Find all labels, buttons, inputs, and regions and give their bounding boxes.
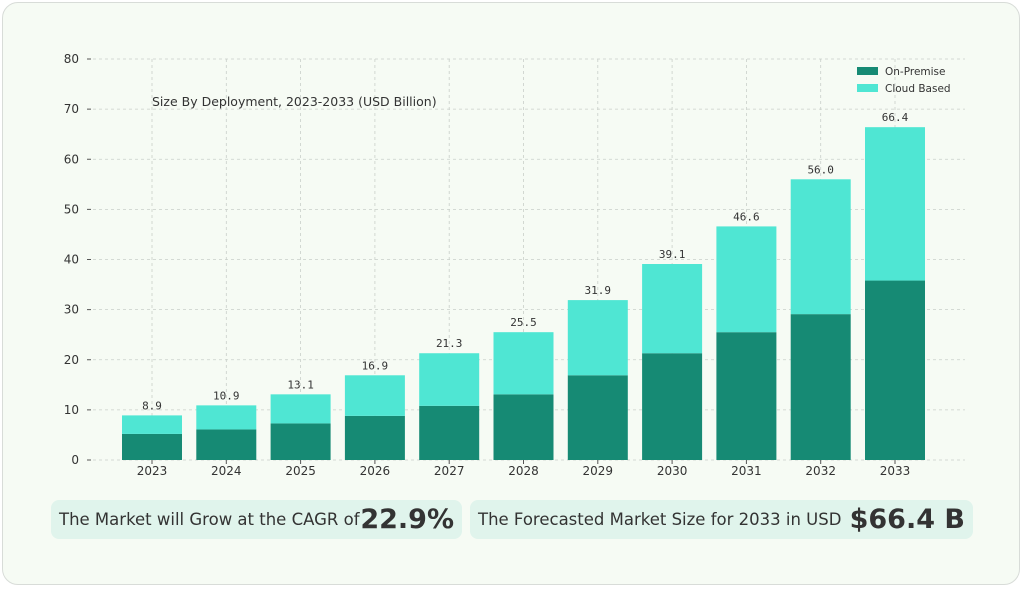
forecast-value: $66.4 B (849, 504, 965, 535)
cagr-highlight: The Market will Grow at the CAGR of 22.9… (51, 500, 462, 539)
bar-cloud-based (865, 127, 925, 281)
forecast-label: The Forecasted Market Size for 2033 in U… (478, 510, 842, 529)
bar-cloud-based (716, 226, 777, 333)
bars: 8.9 10.9 13.1 16.9 21.3 25.5 31.9 39.1 46.6 56.0 6… (122, 111, 925, 460)
x-tick-label: 2033 (880, 464, 911, 478)
bar-total-label: 8.9 (142, 399, 162, 412)
bar-on-premise (344, 415, 405, 460)
bar-total-label: 39.1 (659, 248, 686, 261)
bar-total-label: 21.3 (436, 337, 463, 350)
bar-on-premise (865, 280, 925, 460)
x-tick-label: 2023 (137, 464, 168, 478)
bar-on-premise (419, 405, 480, 460)
bar-cloud-based (196, 405, 257, 430)
x-tick-label: 2029 (583, 464, 614, 478)
bar-cloud-based (122, 415, 182, 434)
bar-cloud-based (270, 394, 331, 424)
bar-total-label: 56.0 (807, 163, 834, 176)
x-tick-label: 2026 (360, 464, 391, 478)
x-tick-label: 2032 (805, 464, 836, 478)
x-tick-label: 2024 (211, 464, 242, 478)
bar-on-premise (196, 429, 257, 460)
y-tick-label: 80 (64, 52, 79, 66)
legend: On-Premise Cloud Based (857, 66, 951, 95)
bar-total-label: 25.5 (510, 316, 537, 329)
y-axis: 0 10 20 30 40 50 60 70 80 (64, 52, 91, 467)
bar-total-label: 16.9 (362, 359, 389, 372)
y-tick-label: 40 (64, 253, 79, 267)
legend-label: Cloud Based (885, 83, 951, 95)
y-tick-label: 50 (64, 202, 79, 216)
bar-total-label: 13.1 (287, 378, 314, 391)
legend-swatch (857, 84, 878, 92)
cagr-label: The Market will Grow at the CAGR of (59, 510, 360, 529)
bar-total-label: 10.9 (213, 389, 240, 402)
y-tick-label: 60 (64, 152, 79, 166)
bar-on-premise (716, 332, 777, 460)
x-axis: 2023 2024 2025 2026 2027 2028 2029 2030 2031 2032… (137, 460, 911, 478)
bar-on-premise (270, 423, 331, 460)
x-tick-label: 2027 (434, 464, 465, 478)
bar-on-premise (567, 375, 628, 460)
y-tick-label: 10 (64, 403, 79, 417)
bar-cloud-based (790, 179, 851, 315)
bar-on-premise (122, 433, 182, 460)
y-tick-label: 70 (64, 102, 79, 116)
y-tick-label: 20 (64, 353, 79, 367)
bar-on-premise (642, 353, 703, 460)
legend-label: On-Premise (885, 66, 945, 78)
y-tick-label: 30 (64, 303, 79, 317)
bar-cloud-based (493, 332, 554, 395)
x-tick-label: 2031 (731, 464, 762, 478)
x-tick-label: 2030 (657, 464, 688, 478)
bar-on-premise (790, 314, 851, 460)
x-tick-label: 2028 (508, 464, 539, 478)
bar-on-premise (493, 394, 554, 460)
bar-cloud-based (567, 300, 628, 376)
legend-swatch (857, 67, 878, 75)
bar-total-label: 46.6 (733, 210, 760, 223)
bar-total-label: 31.9 (585, 284, 612, 297)
forecast-highlight: The Forecasted Market Size for 2033 in U… (470, 500, 973, 539)
bar-total-label: 66.4 (882, 111, 909, 124)
y-tick-label: 0 (71, 453, 79, 467)
bar-cloud-based (344, 375, 405, 416)
bar-cloud-based (642, 264, 703, 354)
chart-title: Size By Deployment, 2023-2033 (USD Billi… (152, 94, 437, 109)
bar-cloud-based (419, 353, 480, 406)
cagr-value: 22.9% (360, 504, 454, 535)
x-tick-label: 2025 (285, 464, 316, 478)
